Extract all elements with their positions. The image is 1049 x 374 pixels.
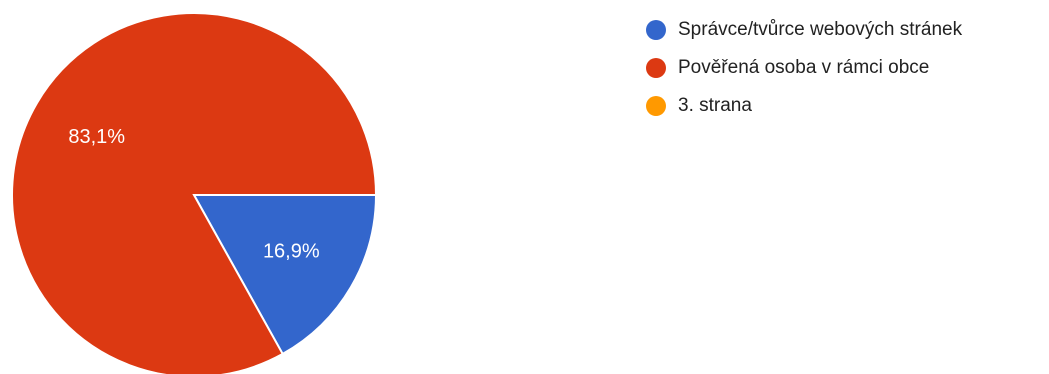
pie-slice-label: 16,9% bbox=[263, 240, 320, 262]
legend-item[interactable]: Pověřená osoba v rámci obce bbox=[646, 49, 962, 87]
legend: Správce/tvůrce webových stránek Pověřená… bbox=[646, 11, 962, 125]
legend-color-dot bbox=[646, 58, 666, 78]
legend-color-dot bbox=[646, 20, 666, 40]
pie-slice-labels: 16,9% 83,1% bbox=[68, 126, 320, 262]
pie-slices bbox=[11, 12, 378, 374]
pie-slice-label: 83,1% bbox=[68, 126, 125, 148]
legend-item[interactable]: Správce/tvůrce webových stránek bbox=[646, 11, 962, 49]
legend-color-dot bbox=[646, 96, 666, 116]
pie-slice[interactable] bbox=[192, 194, 378, 356]
legend-label: Správce/tvůrce webových stránek bbox=[678, 19, 963, 40]
legend-label: Pověřená osoba v rámci obce bbox=[678, 57, 930, 78]
pie-chart: 16,9% 83,1% bbox=[11, 12, 378, 374]
pie-slice[interactable] bbox=[11, 12, 378, 374]
legend-item[interactable]: 3. strana bbox=[646, 87, 962, 125]
legend-label: 3. strana bbox=[678, 95, 752, 116]
